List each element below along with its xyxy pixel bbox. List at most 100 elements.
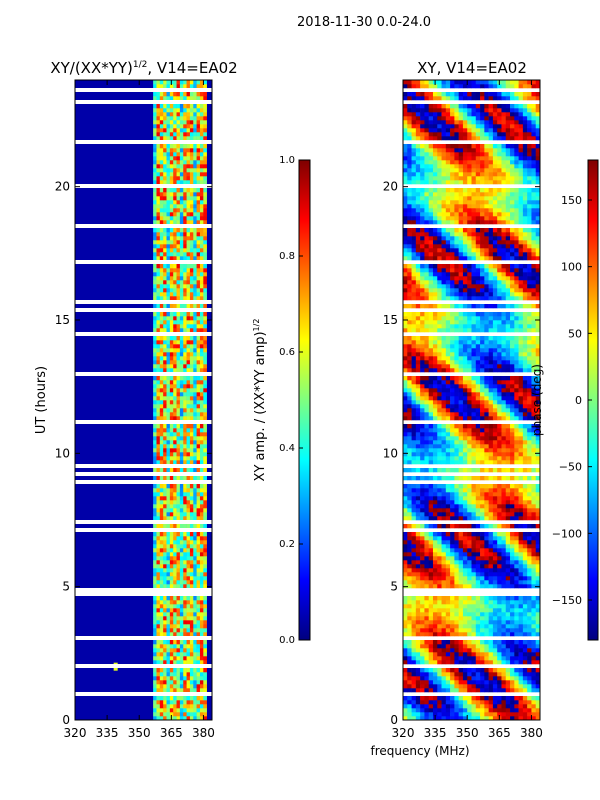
- amplitude-cell: [176, 316, 181, 321]
- phase-cell: [415, 452, 421, 457]
- phase-cell: [411, 504, 417, 509]
- phase-cell: [407, 380, 412, 385]
- phase-cell: [522, 696, 528, 701]
- phase-cell: [450, 612, 455, 617]
- amplitude-cell: [166, 324, 171, 329]
- amplitude-cell: [153, 704, 157, 709]
- phase-cell: [501, 552, 507, 557]
- amplitude-cell: [166, 320, 171, 325]
- phase-cell: [428, 504, 434, 509]
- phase-cell: [484, 632, 489, 637]
- amplitude-cell: [193, 556, 197, 561]
- amplitude-cell: [179, 412, 184, 417]
- amplitude-cell: [169, 328, 174, 333]
- amplitude-cell: [163, 316, 167, 321]
- amplitude-cell: [193, 276, 197, 281]
- phase-cell: [471, 572, 477, 577]
- amplitude-cell: [196, 416, 201, 421]
- phase-cell: [454, 416, 459, 421]
- amplitude-cell: [179, 284, 184, 289]
- amplitude-cell: [183, 696, 187, 701]
- phase-cell: [480, 612, 485, 617]
- phase-cell: [535, 684, 540, 689]
- phase-cell: [531, 364, 537, 369]
- amplitude-cell: [179, 508, 184, 513]
- phase-cell: [522, 344, 528, 349]
- phase-cell: [484, 668, 489, 673]
- amplitude-cell: [183, 264, 187, 269]
- phase-cell: [445, 516, 451, 521]
- phase-cell: [527, 568, 532, 573]
- amplitude-cell: [166, 200, 171, 205]
- amplitude-cell: [203, 688, 207, 693]
- amplitude-cell: [176, 320, 181, 325]
- phase-cell: [407, 556, 412, 561]
- phase-cell: [514, 376, 519, 381]
- phase-cell: [441, 688, 447, 693]
- phase-cell: [480, 596, 485, 601]
- phase-cell: [454, 660, 459, 665]
- phase-cell: [454, 508, 459, 513]
- phase-cell: [445, 684, 451, 689]
- phase-cell: [424, 476, 429, 481]
- phase-cell: [441, 568, 447, 573]
- amplitude-cell: [189, 632, 194, 637]
- amplitude-cell: [183, 292, 187, 297]
- amplitude-cell: [163, 596, 167, 601]
- phase-cell: [510, 632, 515, 637]
- amplitude-cell: [203, 156, 207, 161]
- amplitude-cell: [153, 216, 157, 221]
- phase-cell: [527, 700, 532, 705]
- amplitude-cell: [176, 484, 181, 489]
- phase-cell: [437, 712, 442, 717]
- amplitude-cell: [159, 284, 164, 289]
- amplitude-cell: [176, 504, 181, 509]
- amplitude-cell: [189, 188, 194, 193]
- amplitude-cell: [193, 256, 197, 261]
- phase-cell: [492, 716, 498, 720]
- phase-cell: [445, 508, 451, 513]
- phase-cell: [407, 688, 412, 693]
- phase-cell: [488, 600, 494, 605]
- phase-cell: [428, 488, 434, 493]
- phase-cell: [437, 476, 442, 481]
- phase-cell: [445, 652, 451, 657]
- phase-cell: [531, 580, 537, 585]
- phase-cell: [505, 352, 511, 357]
- amplitude-cell: [176, 172, 181, 177]
- amplitude-cell: [203, 564, 207, 569]
- phase-cell: [415, 644, 421, 649]
- amplitude-cell: [179, 620, 184, 625]
- amplitude-cell: [169, 500, 174, 505]
- phase-cell: [428, 344, 434, 349]
- phase-cell: [522, 552, 528, 557]
- phase-cell: [450, 364, 455, 369]
- phase-cell: [484, 544, 489, 549]
- amplitude-cell: [173, 660, 177, 665]
- phase-flagged-row: [403, 464, 540, 468]
- amplitude-cell: [186, 564, 191, 569]
- phase-cell: [467, 488, 472, 493]
- phase-cell: [522, 672, 528, 677]
- amplitude-cell: [159, 92, 164, 97]
- amplitude-cell: [166, 296, 171, 301]
- phase-cell: [475, 364, 481, 369]
- phase-cell: [531, 628, 537, 633]
- phase-cell: [522, 444, 528, 449]
- amplitude-cell: [189, 164, 194, 169]
- amplitude-cell: [189, 484, 194, 489]
- amplitude-cell: [163, 92, 167, 97]
- phase-cell: [407, 700, 412, 705]
- amplitude-cell: [169, 216, 174, 221]
- amplitude-cell: [196, 488, 201, 493]
- phase-cell: [484, 376, 489, 381]
- phase-cell: [424, 600, 429, 605]
- phase-cell: [505, 608, 511, 613]
- phase-cell: [480, 404, 485, 409]
- phase-cell: [535, 696, 540, 701]
- amplitude-cell: [193, 288, 197, 293]
- amplitude-cell: [159, 444, 164, 449]
- phase-cell: [424, 556, 429, 561]
- phase-cell: [450, 668, 455, 673]
- amplitude-cell: [169, 320, 174, 325]
